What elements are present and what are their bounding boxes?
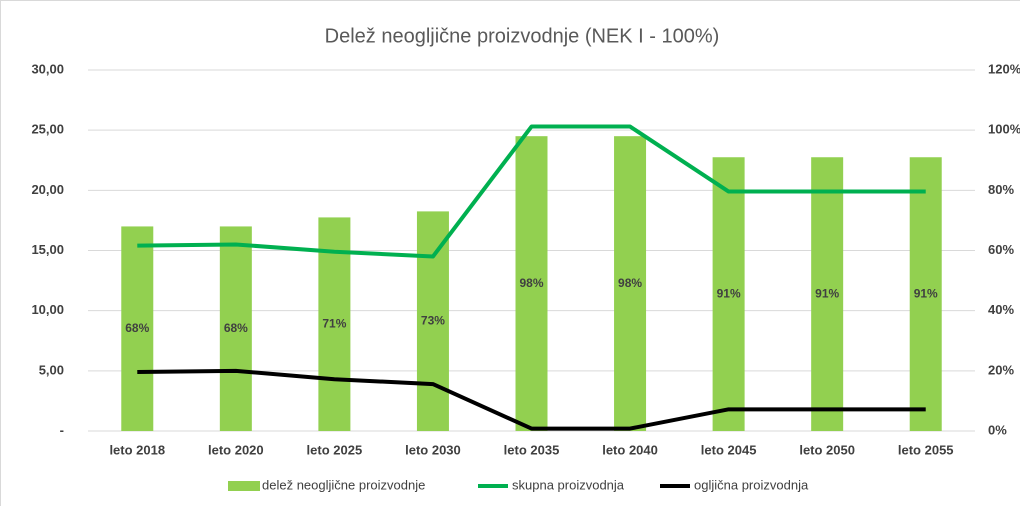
bar	[909, 157, 942, 431]
data-label: 68%	[224, 321, 248, 335]
bar	[219, 226, 252, 431]
x-tick-label: leto 2035	[504, 442, 560, 457]
data-label: 91%	[717, 286, 741, 300]
y-tick-label: -	[60, 422, 64, 437]
chart-title: Delež neogljične proizvodnje (NEK I - 10…	[325, 25, 720, 47]
x-tick-label: leto 2030	[405, 442, 461, 457]
legend-label: skupna proizvodnja	[512, 477, 625, 492]
bar	[811, 157, 844, 431]
line	[137, 124, 926, 259]
y-tick-label: 15,00	[31, 242, 64, 257]
y2-tick-label: 40%	[988, 302, 1014, 317]
y2-tick-label: 100%	[988, 122, 1020, 137]
x-tick-label: leto 2025	[307, 442, 363, 457]
data-label: 73%	[421, 313, 445, 327]
y-tick-label: 25,00	[31, 122, 64, 137]
data-label: 91%	[815, 286, 839, 300]
y-tick-label: 5,00	[39, 362, 64, 377]
data-label: 98%	[519, 276, 543, 290]
y2-tick-label: 120%	[988, 61, 1020, 76]
line	[137, 368, 926, 431]
data-label: 68%	[125, 321, 149, 335]
x-tick-label: leto 2018	[109, 442, 165, 457]
y2-tick-label: 0%	[988, 422, 1007, 437]
y2-tick-label: 60%	[988, 242, 1014, 257]
data-label: 71%	[322, 316, 346, 330]
legend-swatch	[228, 481, 260, 491]
data-label: 91%	[914, 286, 938, 300]
x-tick-label: leto 2050	[799, 442, 855, 457]
y-tick-label: 30,00	[31, 61, 64, 76]
bar	[614, 136, 647, 431]
x-tick-label: leto 2045	[701, 442, 757, 457]
y-tick-label: 10,00	[31, 302, 64, 317]
x-tick-label: leto 2020	[208, 442, 264, 457]
bar	[515, 136, 548, 431]
y2-tick-label: 80%	[988, 182, 1014, 197]
bar	[712, 157, 745, 431]
bar	[416, 211, 449, 431]
y2-tick-label: 20%	[988, 362, 1014, 377]
legend-label: delež neogljične proizvodnje	[262, 477, 425, 492]
y-tick-label: 20,00	[31, 182, 64, 197]
bar	[121, 226, 154, 431]
x-tick-label: leto 2040	[602, 442, 658, 457]
legend-label: ogljična proizvodnja	[694, 477, 809, 492]
x-tick-label: leto 2055	[898, 442, 954, 457]
data-label: 98%	[618, 276, 642, 290]
